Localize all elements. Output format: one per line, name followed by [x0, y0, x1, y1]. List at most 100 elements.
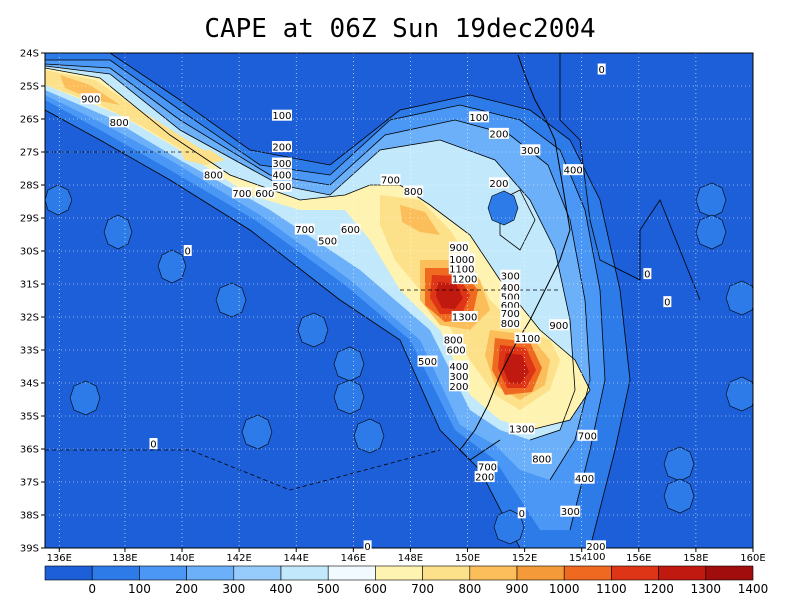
colorbar-swatch	[611, 565, 659, 581]
svg-text:600: 600	[255, 189, 274, 200]
contour-label: 0	[643, 268, 652, 281]
contour-label: 200	[488, 177, 509, 190]
svg-text:700: 700	[578, 431, 597, 442]
svg-text:0: 0	[519, 509, 525, 520]
lon-tick-label: 136E	[47, 553, 72, 564]
colorbar-label: 1100	[596, 582, 627, 596]
colorbar-swatch	[658, 565, 707, 581]
svg-text:700: 700	[501, 309, 520, 320]
contour-label: 500	[417, 355, 438, 368]
lat-tick-label: 28S	[20, 181, 39, 192]
contour-label: 0	[517, 507, 526, 520]
colorbar-label: 700	[411, 582, 434, 596]
contour-label: 1300	[508, 423, 535, 436]
cape-band-1300	[436, 282, 529, 384]
svg-text:800: 800	[204, 171, 223, 182]
colorbar-swatch	[375, 565, 423, 581]
colorbar-label: 1000	[549, 582, 580, 596]
svg-text:400: 400	[575, 474, 594, 485]
colorbar-label: 1200	[643, 582, 674, 596]
svg-text:300: 300	[561, 507, 580, 518]
svg-text:900: 900	[449, 243, 468, 254]
cape-cells	[45, 182, 753, 545]
contour-label: 600	[500, 299, 521, 312]
svg-text:100: 100	[586, 552, 605, 563]
colorbar-swatch	[233, 565, 282, 581]
contour-label: 400	[271, 169, 292, 182]
svg-text:100: 100	[272, 111, 291, 122]
contour-label: 200	[474, 471, 495, 484]
svg-text:0: 0	[364, 542, 370, 553]
lat-tick-label: 32S	[20, 313, 39, 324]
lon-tick-label: 144E	[284, 553, 309, 564]
svg-text:200: 200	[449, 382, 468, 393]
svg-text:200: 200	[489, 129, 508, 140]
colorbar-label: 100	[128, 582, 151, 596]
contour-label: 600	[254, 187, 275, 200]
svg-text:400: 400	[272, 171, 291, 182]
colorbar-label: 400	[270, 582, 293, 596]
lat-tick-label: 33S	[20, 346, 39, 357]
contour-label: 0	[663, 296, 672, 309]
svg-text:800: 800	[110, 118, 129, 129]
lon-tick-label: 154E	[569, 553, 594, 564]
lon-tick-label: 158E	[683, 553, 708, 564]
contour-label: 100	[271, 109, 292, 122]
contour-label: 1300	[451, 311, 478, 324]
contour-label: 0	[183, 245, 192, 258]
colorbar-label: 1400	[738, 582, 769, 596]
svg-text:800: 800	[444, 336, 463, 347]
svg-text:700: 700	[381, 176, 400, 187]
contour-label: 0	[597, 63, 606, 76]
contour-label: 900	[448, 241, 469, 254]
colorbar-label: 900	[506, 582, 529, 596]
contour-label: 900	[80, 93, 101, 106]
colorbar-swatch	[563, 565, 612, 581]
contour-label: 100	[585, 550, 606, 563]
svg-text:200: 200	[475, 473, 494, 484]
contour-label: 800	[203, 169, 224, 182]
lon-tick-label: 142E	[226, 553, 251, 564]
contour-label: 700	[500, 307, 521, 320]
colorbar-swatch	[469, 565, 518, 581]
contour-label: 400	[448, 360, 469, 373]
contour-label: 1200	[451, 273, 478, 286]
lon-tick-label: 160E	[740, 553, 765, 564]
svg-text:800: 800	[532, 454, 551, 465]
lat-lon-grid	[45, 53, 753, 548]
svg-text:500: 500	[318, 237, 337, 248]
svg-text:0: 0	[644, 270, 650, 281]
coastline	[459, 54, 571, 461]
lat-tick-label: 25S	[20, 82, 39, 93]
contour-label: 600	[340, 223, 361, 236]
svg-text:600: 600	[341, 225, 360, 236]
svg-text:600: 600	[501, 301, 520, 312]
contour-label: 800	[403, 185, 424, 198]
svg-text:100: 100	[469, 113, 488, 124]
contour-label: 400	[500, 281, 521, 294]
contour-label: 900	[548, 319, 569, 332]
colorbar-swatch	[91, 565, 140, 581]
contour-label: 200	[448, 380, 469, 393]
contour-label: 700	[380, 174, 401, 187]
lon-tick-label: 140E	[169, 553, 194, 564]
contour-label: 500	[271, 180, 292, 193]
svg-text:500: 500	[272, 182, 291, 193]
contour-label: 200	[271, 141, 292, 154]
contour-label: 800	[500, 317, 521, 330]
contour-label: 800	[443, 334, 464, 347]
contour-label: 200	[585, 540, 606, 553]
svg-text:0: 0	[664, 298, 670, 309]
contour-label: 400	[574, 472, 595, 485]
lat-tick-label: 29S	[20, 214, 39, 225]
svg-text:1100: 1100	[515, 334, 540, 345]
svg-text:500: 500	[418, 357, 437, 368]
lon-tick-label: 148E	[398, 553, 423, 564]
contour-label: 0	[149, 438, 158, 451]
contour-label: 800	[531, 452, 552, 465]
svg-text:800: 800	[404, 187, 423, 198]
svg-text:400: 400	[501, 283, 520, 294]
colorbar-label: 800	[458, 582, 481, 596]
contour-label: 1100	[514, 332, 541, 345]
